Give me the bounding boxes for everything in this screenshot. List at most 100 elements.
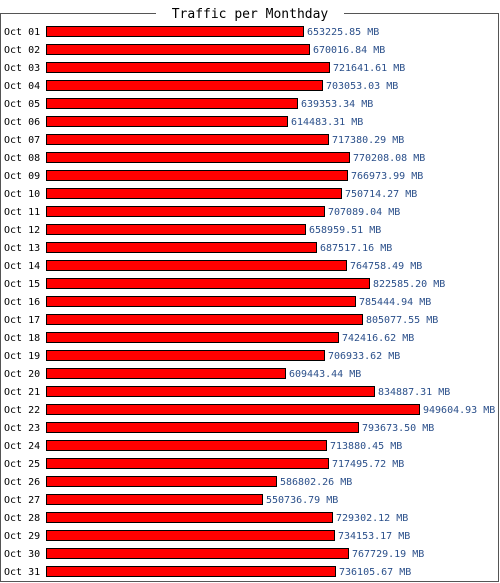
traffic-bar [46,26,304,37]
bar-row: Oct 08 770208.08 MB [4,152,425,164]
traffic-bar [46,80,323,91]
bar-row: Oct 04 703053.03 MB [4,80,398,92]
day-label: Oct 01 [4,27,40,38]
value-label: 550736.79 MB [266,495,338,506]
value-label: 736105.67 MB [339,567,411,578]
traffic-bar [46,548,349,559]
value-label: 767729.19 MB [352,549,424,560]
bar-row: Oct 22 949604.93 MB [4,404,495,416]
traffic-bar [46,242,317,253]
bar-row: Oct 20 609443.44 MB [4,368,361,380]
value-label: 770208.08 MB [353,153,425,164]
traffic-bar [46,314,363,325]
day-label: Oct 04 [4,81,40,92]
day-label: Oct 30 [4,549,40,560]
day-label: Oct 27 [4,495,40,506]
value-label: 670016.84 MB [313,45,385,56]
day-label: Oct 28 [4,513,40,524]
bar-row: Oct 27 550736.79 MB [4,494,338,506]
traffic-bar [46,296,356,307]
day-label: Oct 12 [4,225,40,236]
bar-row: Oct 06 614483.31 MB [4,116,363,128]
value-label: 721641.61 MB [333,63,405,74]
day-label: Oct 21 [4,387,40,398]
title-background [156,4,344,22]
value-label: 793673.50 MB [362,423,434,434]
bar-row: Oct 31 736105.67 MB [4,566,411,578]
traffic-bar [46,350,325,361]
bar-row: Oct 07 717380.29 MB [4,134,404,146]
traffic-bar [46,44,310,55]
traffic-bar [46,116,288,127]
value-label: 713880.45 MB [330,441,402,452]
traffic-bar [46,188,342,199]
traffic-bar [46,404,420,415]
bar-row: Oct 13 687517.16 MB [4,242,392,254]
value-label: 639353.34 MB [301,99,373,110]
day-label: Oct 25 [4,459,40,470]
day-label: Oct 26 [4,477,40,488]
traffic-bar [46,386,375,397]
traffic-bar [46,494,263,505]
traffic-bar [46,440,327,451]
day-label: Oct 08 [4,153,40,164]
value-label: 653225.85 MB [307,27,379,38]
bar-row: Oct 21 834887.31 MB [4,386,450,398]
value-label: 834887.31 MB [378,387,450,398]
day-label: Oct 09 [4,171,40,182]
bar-row: Oct 12 658959.51 MB [4,224,381,236]
day-label: Oct 23 [4,423,40,434]
traffic-bar [46,368,286,379]
day-label: Oct 16 [4,297,40,308]
day-label: Oct 19 [4,351,40,362]
day-label: Oct 06 [4,117,40,128]
bar-row: Oct 09 766973.99 MB [4,170,423,182]
bar-row: Oct 11 707089.04 MB [4,206,400,218]
value-label: 706933.62 MB [328,351,400,362]
bar-row: Oct 28 729302.12 MB [4,512,408,524]
value-label: 750714.27 MB [345,189,417,200]
bar-row: Oct 14 764758.49 MB [4,260,422,272]
day-label: Oct 15 [4,279,40,290]
day-label: Oct 05 [4,99,40,110]
traffic-bar [46,476,277,487]
bar-row: Oct 25 717495.72 MB [4,458,404,470]
value-label: 742416.62 MB [342,333,414,344]
bar-row: Oct 18 742416.62 MB [4,332,414,344]
traffic-bar [46,422,359,433]
day-label: Oct 31 [4,567,40,578]
bar-row: Oct 30 767729.19 MB [4,548,424,560]
value-label: 822585.20 MB [373,279,445,290]
day-label: Oct 11 [4,207,40,218]
day-label: Oct 17 [4,315,40,326]
day-label: Oct 13 [4,243,40,254]
bar-row: Oct 03 721641.61 MB [4,62,405,74]
value-label: 729302.12 MB [336,513,408,524]
day-label: Oct 02 [4,45,40,56]
traffic-bar [46,278,370,289]
bar-row: Oct 23 793673.50 MB [4,422,434,434]
traffic-bar [46,260,347,271]
traffic-bar [46,170,348,181]
value-label: 805077.55 MB [366,315,438,326]
traffic-bar [46,530,335,541]
chart-title: Traffic per Monthday [172,7,329,22]
day-label: Oct 10 [4,189,40,200]
traffic-bar [46,332,339,343]
value-label: 703053.03 MB [326,81,398,92]
value-label: 734153.17 MB [338,531,410,542]
value-label: 717495.72 MB [332,459,404,470]
bar-row: Oct 17 805077.55 MB [4,314,438,326]
value-label: 707089.04 MB [328,207,400,218]
value-label: 785444.94 MB [359,297,431,308]
bar-row: Oct 26 586802.26 MB [4,476,352,488]
traffic-bar [46,152,350,163]
day-label: Oct 03 [4,63,40,74]
day-label: Oct 07 [4,135,40,146]
traffic-bar [46,458,329,469]
bar-row: Oct 24 713880.45 MB [4,440,402,452]
day-label: Oct 18 [4,333,40,344]
bar-row: Oct 19 706933.62 MB [4,350,400,362]
value-label: 766973.99 MB [351,171,423,182]
